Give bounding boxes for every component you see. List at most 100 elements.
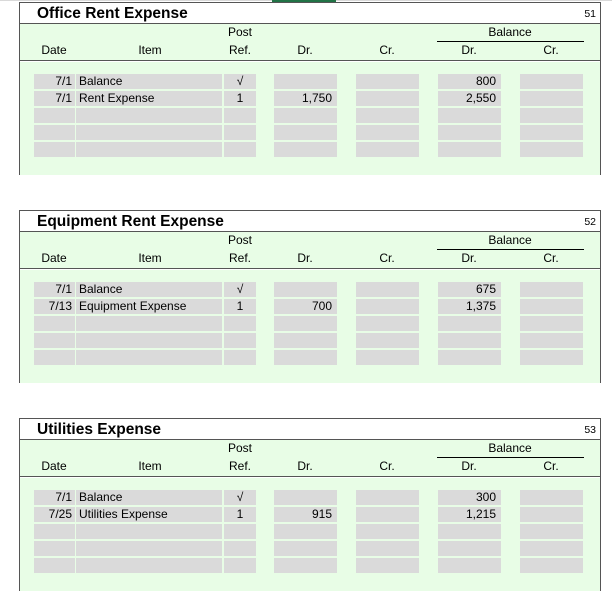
ledger-cell-bal-cr[interactable] [520, 142, 583, 157]
ledger-cell-ref[interactable]: √ [224, 74, 256, 89]
ledger-cell-bal-dr[interactable]: 800 [438, 74, 501, 89]
ledger-cell-bal-cr[interactable] [520, 282, 583, 297]
ledger-cell-bal-cr[interactable] [520, 91, 583, 106]
ledger-cell-bal-dr[interactable]: 1,215 [438, 507, 501, 522]
ledger-cell-bal-dr[interactable] [438, 541, 501, 556]
ledger-cell-dr[interactable] [274, 142, 337, 157]
ledger-cell-bal-cr[interactable] [520, 541, 583, 556]
ledger-cell-bal-cr[interactable] [520, 333, 583, 348]
ledger-cell-date[interactable]: 7/1 [34, 282, 75, 297]
ledger-cell-dr[interactable]: 915 [274, 507, 337, 522]
ledger-cell-ref[interactable] [224, 108, 256, 123]
ledger-cell-cr[interactable] [356, 507, 419, 522]
ledger-cell-item[interactable] [76, 350, 222, 365]
ledger-cell-item[interactable] [76, 125, 222, 140]
ledger-cell-date[interactable]: 7/25 [34, 507, 75, 522]
ledger-cell-cr[interactable] [356, 108, 419, 123]
ledger-cell-ref[interactable]: √ [224, 282, 256, 297]
ledger-cell-date[interactable] [34, 558, 75, 573]
ledger-cell-cr[interactable] [356, 125, 419, 140]
ledger-cell-dr[interactable] [274, 282, 337, 297]
ledger-cell-date[interactable] [34, 524, 75, 539]
ledger-cell-item[interactable]: Rent Expense [76, 91, 222, 106]
ledger-cell-bal-dr[interactable]: 2,550 [438, 91, 501, 106]
ledger-cell-bal-cr[interactable] [520, 524, 583, 539]
ledger-cell-date[interactable] [34, 333, 75, 348]
ledger-cell-date[interactable] [34, 142, 75, 157]
ledger-cell-dr[interactable] [274, 316, 337, 331]
ledger-cell-bal-dr[interactable]: 300 [438, 490, 501, 505]
ledger-cell-item[interactable] [76, 142, 222, 157]
ledger-cell-dr[interactable]: 1,750 [274, 91, 337, 106]
ledger-cell-date[interactable] [34, 541, 75, 556]
ledger-cell-cr[interactable] [356, 541, 419, 556]
ledger-cell-dr[interactable] [274, 524, 337, 539]
ledger-cell-item[interactable]: Balance [76, 74, 222, 89]
ledger-cell-cr[interactable] [356, 490, 419, 505]
ledger-cell-date[interactable]: 7/1 [34, 490, 75, 505]
ledger-cell-ref[interactable]: 1 [224, 507, 256, 522]
ledger-cell-item[interactable]: Balance [76, 490, 222, 505]
ledger-cell-item[interactable] [76, 108, 222, 123]
ledger-cell-bal-dr[interactable]: 1,375 [438, 299, 501, 314]
ledger-cell-dr[interactable] [274, 350, 337, 365]
ledger-cell-date[interactable]: 7/1 [34, 91, 75, 106]
ledger-cell-ref[interactable] [224, 558, 256, 573]
ledger-cell-bal-cr[interactable] [520, 299, 583, 314]
ledger-cell-cr[interactable] [356, 524, 419, 539]
ledger-cell-item[interactable] [76, 541, 222, 556]
ledger-cell-item[interactable] [76, 316, 222, 331]
ledger-cell-bal-dr[interactable]: 675 [438, 282, 501, 297]
ledger-cell-bal-cr[interactable] [520, 350, 583, 365]
ledger-cell-cr[interactable] [356, 282, 419, 297]
ledger-cell-item[interactable]: Balance [76, 282, 222, 297]
ledger-cell-item[interactable]: Equipment Expense [76, 299, 222, 314]
ledger-cell-bal-cr[interactable] [520, 125, 583, 140]
ledger-cell-bal-dr[interactable] [438, 558, 501, 573]
ledger-cell-item[interactable] [76, 558, 222, 573]
ledger-cell-bal-cr[interactable] [520, 558, 583, 573]
ledger-cell-bal-cr[interactable] [520, 490, 583, 505]
ledger-cell-date[interactable] [34, 350, 75, 365]
ledger-cell-bal-cr[interactable] [520, 74, 583, 89]
ledger-cell-dr[interactable]: 700 [274, 299, 337, 314]
ledger-cell-dr[interactable] [274, 558, 337, 573]
ledger-cell-date[interactable] [34, 125, 75, 140]
ledger-cell-bal-cr[interactable] [520, 507, 583, 522]
ledger-cell-cr[interactable] [356, 299, 419, 314]
ledger-cell-item[interactable]: Utilities Expense [76, 507, 222, 522]
ledger-cell-cr[interactable] [356, 91, 419, 106]
ledger-cell-ref[interactable]: 1 [224, 299, 256, 314]
ledger-cell-dr[interactable] [274, 490, 337, 505]
ledger-cell-ref[interactable] [224, 316, 256, 331]
ledger-cell-cr[interactable] [356, 316, 419, 331]
ledger-cell-cr[interactable] [356, 74, 419, 89]
ledger-cell-bal-dr[interactable] [438, 316, 501, 331]
ledger-cell-ref[interactable]: √ [224, 490, 256, 505]
ledger-cell-ref[interactable] [224, 142, 256, 157]
ledger-cell-ref[interactable] [224, 524, 256, 539]
ledger-cell-cr[interactable] [356, 558, 419, 573]
ledger-cell-bal-dr[interactable] [438, 125, 501, 140]
ledger-cell-dr[interactable] [274, 125, 337, 140]
ledger-cell-ref[interactable] [224, 333, 256, 348]
ledger-cell-bal-dr[interactable] [438, 333, 501, 348]
ledger-cell-dr[interactable] [274, 74, 337, 89]
ledger-cell-bal-cr[interactable] [520, 316, 583, 331]
ledger-cell-cr[interactable] [356, 350, 419, 365]
ledger-cell-bal-dr[interactable] [438, 524, 501, 539]
ledger-cell-bal-dr[interactable] [438, 350, 501, 365]
ledger-cell-bal-dr[interactable] [438, 142, 501, 157]
ledger-cell-date[interactable] [34, 108, 75, 123]
ledger-cell-ref[interactable]: 1 [224, 91, 256, 106]
ledger-cell-item[interactable] [76, 333, 222, 348]
ledger-cell-ref[interactable] [224, 541, 256, 556]
ledger-cell-ref[interactable] [224, 125, 256, 140]
ledger-cell-date[interactable] [34, 316, 75, 331]
ledger-cell-dr[interactable] [274, 333, 337, 348]
ledger-cell-dr[interactable] [274, 108, 337, 123]
ledger-cell-date[interactable]: 7/13 [34, 299, 75, 314]
ledger-cell-dr[interactable] [274, 541, 337, 556]
ledger-cell-date[interactable]: 7/1 [34, 74, 75, 89]
ledger-cell-bal-dr[interactable] [438, 108, 501, 123]
